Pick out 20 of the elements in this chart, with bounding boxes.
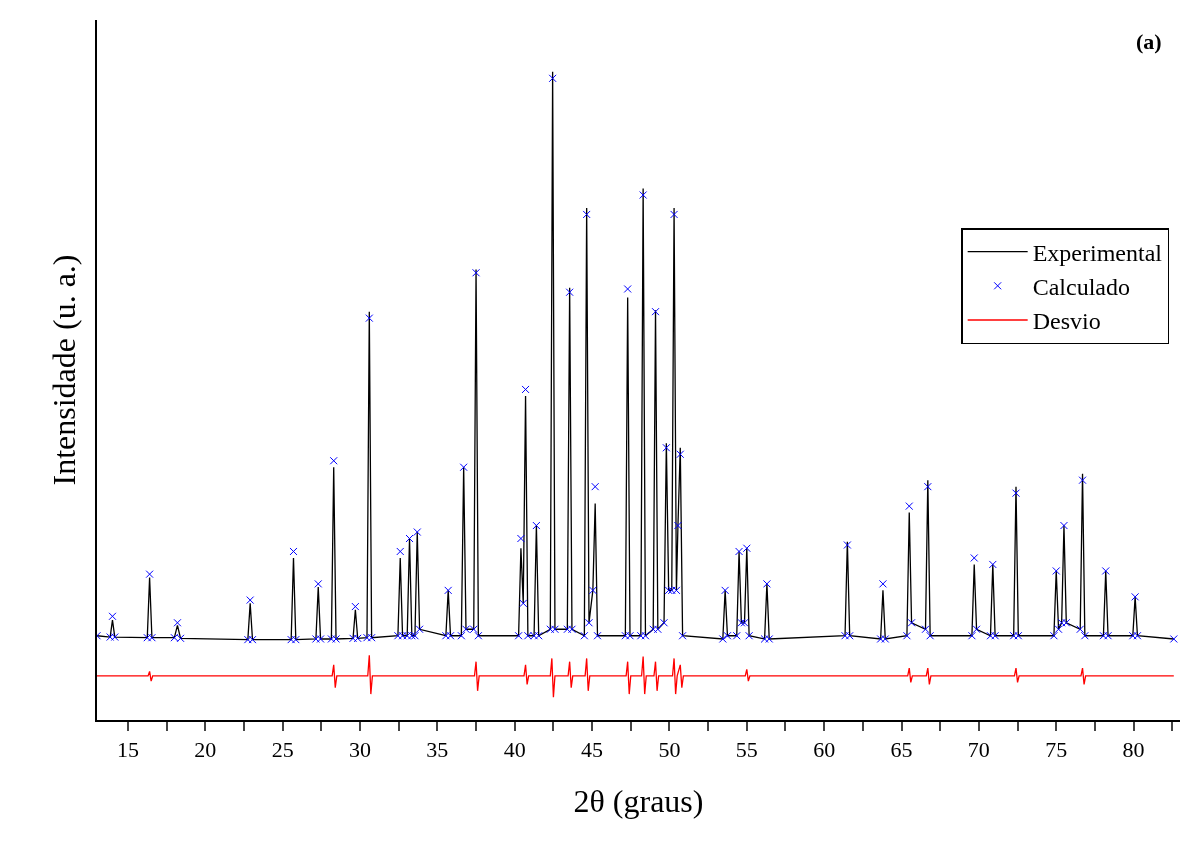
- x-tick-label: 25: [271, 737, 294, 763]
- x-tick-label: 20: [194, 737, 217, 763]
- x-tick-label: 60: [813, 737, 836, 763]
- x-tick-label: 75: [1045, 737, 1068, 763]
- x-tick-label: 35: [426, 737, 449, 763]
- x-axis-title: 2θ (graus): [573, 782, 704, 819]
- legend-label: Calculado: [1032, 274, 1130, 301]
- text: (a): [1136, 29, 1162, 54]
- x-tick-label: 80: [1122, 737, 1145, 763]
- legend-label: Experimental: [1032, 239, 1163, 266]
- x-tick-label: 50: [658, 737, 681, 763]
- x-tick-label: 70: [967, 737, 990, 763]
- x-tick-label: 45: [581, 737, 604, 763]
- x-tick-label: 40: [503, 737, 526, 763]
- x-tick-label: 30: [349, 737, 372, 763]
- x-tick-label: 55: [735, 737, 758, 763]
- x-tick-label: 15: [116, 737, 139, 763]
- y-axis-title: Intensidade (u. a.): [45, 254, 82, 486]
- x-tick-label: 65: [890, 737, 913, 763]
- legend-label: Desvio: [1032, 308, 1101, 335]
